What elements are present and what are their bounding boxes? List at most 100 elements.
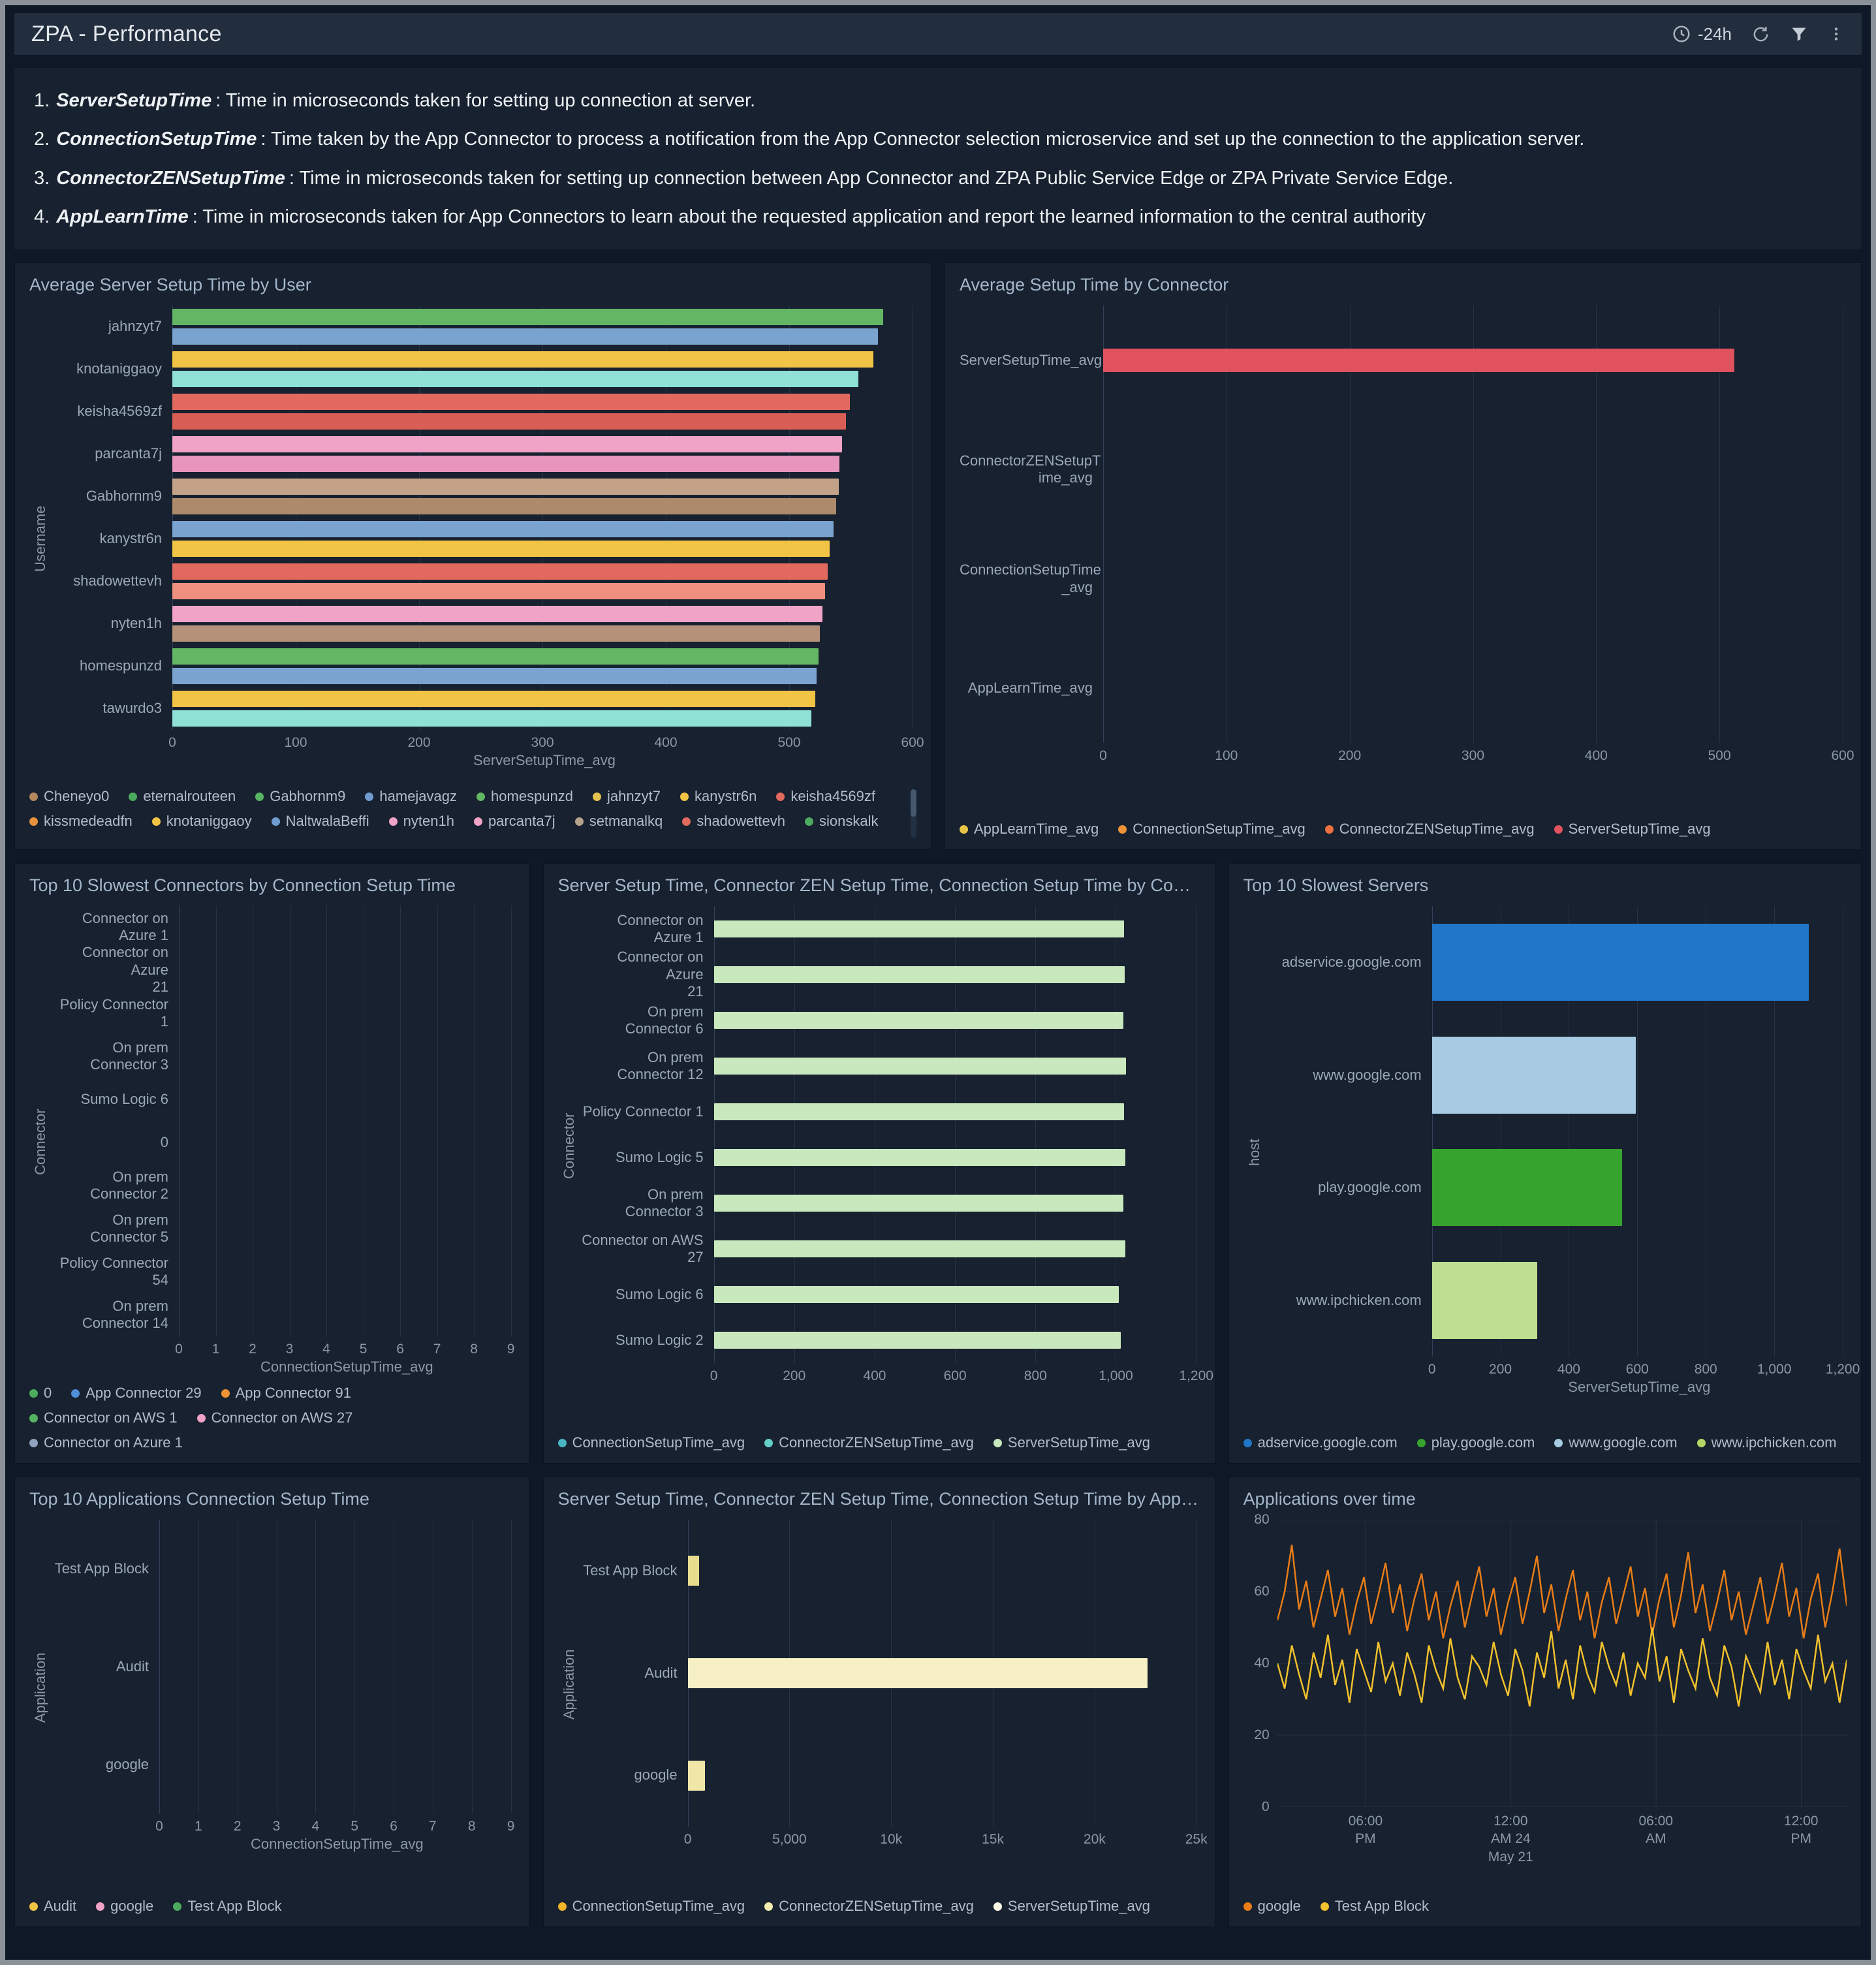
bar [172,583,825,599]
bars [179,905,515,949]
legend-label: Audit [44,1898,77,1914]
bar-group: google [580,1724,1200,1827]
x-axis-ticks: 0 100 200 300 400 500 600 [1099,743,1854,765]
bar-group: Audit [580,1622,1200,1725]
legend-label: App Connector 29 [86,1385,202,1401]
legend-scrollbar[interactable] [911,789,916,838]
x-tick-label: 4 [322,1342,330,1357]
description-list: 1. ServerSetupTime: Time in microseconds … [34,89,1842,228]
category-label: AppLearnTime_avg [967,680,1093,697]
refresh-icon[interactable] [1751,25,1770,44]
bar [713,1195,1124,1212]
bars [713,1089,1200,1135]
legend-scrollbar-thumb[interactable] [911,789,916,817]
kebab-menu-icon[interactable] [1828,25,1845,42]
x-axis-label: ConnectionSetupTime_avg [260,1359,433,1375]
legend-swatch [682,817,691,826]
x-axis-ticks: 0 1 2 3 4 5 6 7 8 9 [175,1336,514,1359]
legend-label: setmanalkq [589,813,663,829]
description-number: 3. [34,167,50,189]
legend-swatch [271,817,280,826]
gridline [354,1520,356,1814]
legend-item: knotaniggaoy [151,813,252,830]
x-tick-label: 600 [901,735,924,750]
time-range-control[interactable]: -24h [1672,24,1732,44]
chart-legend: adservice.google.com play.google.com www.g… [1243,1428,1847,1451]
time-range-label: -24h [1697,24,1732,44]
legend-label: adservice.google.com [1257,1434,1398,1451]
x-tick-label: 200 [407,735,431,750]
panel-title: Top 10 Applications Connection Setup Tim… [29,1489,369,1509]
filter-icon[interactable] [1790,25,1808,43]
bar-group: shadowettevh [52,560,916,603]
legend-item: ConnectionSetupTime_avg [557,1434,745,1451]
bar [172,498,836,514]
bars [179,1078,515,1121]
legend-item: ServerSetupTime_avg [993,1434,1150,1451]
chart-legend: 0 App Connector 29 App Connector 91 Connect… [29,1378,515,1451]
x-tick-label: 3 [272,1819,281,1834]
gridline [1349,306,1351,743]
bars [159,1520,515,1618]
legend-item: Cheneyo0 [29,788,109,805]
category-label: homespunzd [80,657,162,674]
description-item: 1. ServerSetupTime: Time in microseconds … [34,89,1842,112]
panel-title: Applications over time [1243,1489,1416,1509]
x-tick-label: 2 [233,1819,242,1834]
bar-group: On prem Connector 5 [52,1207,515,1250]
legend-swatch [1554,825,1563,834]
legend-swatch [255,792,264,801]
bar-group: Sumo Logic 6 [580,1272,1200,1317]
legend-swatch [477,792,486,801]
x-tick-label: 1 [211,1342,220,1357]
clock-icon [1673,25,1690,42]
bar [713,1332,1121,1349]
category-label: Audit [116,1658,149,1674]
x-axis-ticks: 0 100 200 300 400 500 600 [168,730,924,752]
legend-swatch [574,817,584,826]
panel-title: Server Setup Time, Connector ZEN Setup T… [557,1489,1200,1509]
bars [179,949,515,992]
legend-swatch [804,817,813,826]
category-label: parcanta7j [95,445,162,462]
x-tick-label: 20k [1083,1832,1106,1847]
bar-chart: Test App Block Audit google 0 5,000 10k 15k 20k… [580,1520,1208,1849]
legend-item: ServerSetupTime_avg [993,1898,1150,1915]
bars [179,992,515,1035]
x-tick-label: 400 [1557,1362,1580,1377]
legend-item: App Connector 29 [71,1385,202,1402]
bar [687,1556,699,1586]
legend-item: Connector on AWS 27 [196,1409,353,1426]
bar [713,1012,1123,1029]
legend-swatch [173,1902,182,1911]
legend-swatch [1416,1438,1426,1447]
x-axis-ticks: 0 5,000 10k 15k 20k 25k [684,1827,1208,1849]
category-label: play.google.com [1318,1179,1422,1196]
panel-top10-slowest-connectors: Top 10 Slowest Connectors by Connection … [14,863,530,1464]
x-tick-label: 600 [943,1368,967,1383]
bars [713,1226,1200,1272]
x-tick-label: 1,000 [1757,1362,1792,1377]
y-axis-label: Application [32,1652,48,1723]
bars [172,348,916,390]
y-axis-label: Connector [560,1112,577,1179]
bars [159,1618,515,1716]
panel-setup-times-by-application: Server Setup Time, Connector ZEN Setup T… [542,1477,1215,1927]
legend-swatch [993,1902,1002,1911]
bars [1431,906,1847,1019]
bar [172,394,850,410]
legend-item: homespunzd [477,788,573,805]
bar-group: Connector on Azure 1 [52,905,515,949]
legend-item: hamejavagz [365,788,457,805]
legend-label: knotaniggaoy [166,813,252,829]
bar [687,1658,1148,1688]
gridline [1431,906,1433,1357]
description-text: : Time in microseconds taken for setting… [289,167,1454,189]
x-tick-label: 0 [155,1819,163,1834]
bars [172,560,916,603]
category-label: keisha4569zf [77,403,162,420]
bar [172,691,815,707]
bar-group: On prem Connector 12 [580,1043,1200,1089]
chart-legend: Audit google Test App Block [29,1891,515,1915]
bar-chart: adservice.google.com www.google.com play.g… [1266,906,1860,1398]
